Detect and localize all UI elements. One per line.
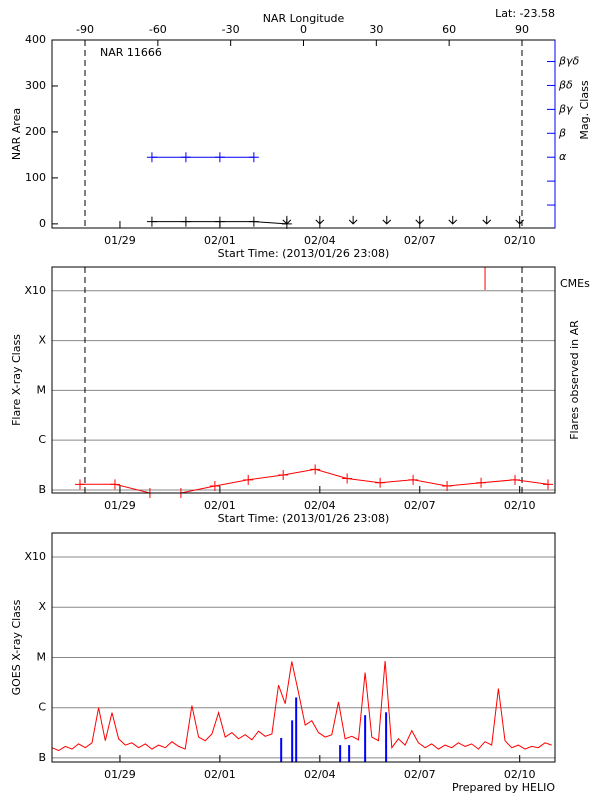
bar [339,745,342,762]
marker [214,152,225,163]
panel-title: NAR 11666 [100,46,162,59]
x2-tick-label: 30 [369,23,383,36]
y-tick-label: 100 [25,171,46,184]
y-tick-label: B [38,751,46,764]
marker [448,215,458,225]
marker [180,152,191,163]
marker [375,477,386,488]
y2-axis-label: Mag. Class [578,80,591,139]
marker [310,464,321,475]
plot-frame [51,532,556,763]
x-tick-label: 02/07 [404,499,436,512]
y-tick-label: X [38,600,46,613]
x-tick-label: 02/01 [204,768,236,781]
bar [280,737,283,762]
y-tick-label: X [38,334,46,347]
marker [476,477,487,488]
marker [315,215,325,225]
marker [248,152,259,163]
marker [180,216,191,227]
marker [243,474,254,485]
cme-label: CMEs [560,277,590,290]
y2-tick-label: βγ [558,102,573,115]
y-tick-label: 300 [25,79,46,92]
plot-frame [51,39,556,229]
y-axis-label: GOES X-ray Class [10,599,23,695]
x-tick-label: 02/10 [504,499,536,512]
bar [291,720,294,762]
x-tick-label: 02/04 [304,768,336,781]
x-tick-label: 02/01 [204,499,236,512]
x-axis-label: Start Time: (2013/01/26 23:08) [218,247,390,260]
marker [348,215,358,225]
bar [295,697,298,762]
y2-tick-label: β [558,126,566,139]
y-tick-label: 200 [25,125,46,138]
y2-tick-label: βγδ [558,55,580,68]
x-tick-label: 02/10 [504,768,536,781]
marker [214,216,225,227]
y-tick-label: 400 [25,33,46,46]
y-axis-label: Flare X-ray Class [10,334,23,426]
y2-tick-label: βδ [558,78,573,91]
y-tick-label: X10 [24,284,46,297]
x2-tick-label: 60 [442,23,456,36]
y-tick-label: C [38,701,46,714]
x2-tick-label: 90 [515,23,529,36]
y-tick-label: 0 [39,217,46,230]
marker [442,481,453,492]
series-line [51,660,552,752]
y2-tick-label: α [559,150,567,163]
marker [482,215,492,225]
y-tick-label: M [37,383,47,396]
y-tick-label: C [38,433,46,446]
marker [543,479,554,490]
x-axis-label: Start Time: (2013/01/26 23:08) [218,512,390,525]
marker [146,216,157,227]
x-tick-label: 02/07 [404,234,436,247]
marker [74,479,85,490]
x-tick-label: 02/10 [504,234,536,247]
x-tick-label: 02/04 [304,499,336,512]
marker [209,481,220,492]
marker [109,479,120,490]
x-tick-label: 01/29 [104,499,136,512]
bar [348,745,351,762]
footer: Prepared by HELIO [452,781,555,794]
x-tick-label: 02/01 [204,234,236,247]
x-tick-label: 02/04 [304,234,336,247]
y-tick-label: X10 [24,550,46,563]
x-tick-label: 01/29 [104,768,136,781]
x2-tick-label: -90 [76,23,94,36]
marker [510,474,521,485]
x-tick-label: 02/07 [404,768,436,781]
marker [415,215,425,225]
marker [278,469,289,480]
marker [248,216,259,227]
x2-tick-label: -30 [222,23,240,36]
x2-tick-label: 0 [300,23,307,36]
marker [342,473,353,484]
bar [385,712,388,762]
x-tick-label: 01/29 [104,234,136,247]
marker [408,474,419,485]
marker [282,215,292,225]
y-axis-label: NAR Area [10,108,23,160]
x2-axis-label: NAR Longitude [263,12,345,25]
marker [146,152,157,163]
y-tick-label: M [37,650,47,663]
y-tick-label: B [38,483,46,496]
bar [364,715,367,762]
y2-axis-label: Flares observed in AR [568,320,581,440]
x2-tick-label: -60 [149,23,167,36]
plot-frame [51,266,556,494]
marker [382,215,392,225]
marker [515,215,525,225]
annotation: Lat: -23.58 [495,7,555,20]
